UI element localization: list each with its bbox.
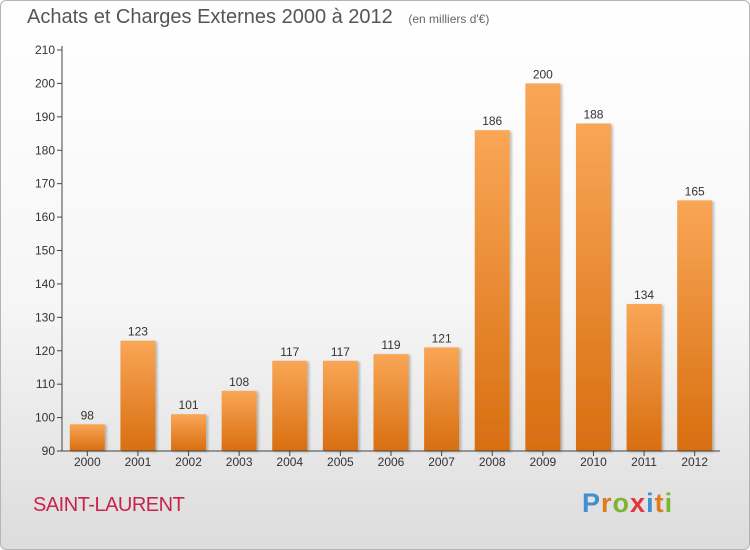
y-tick-label: 110 bbox=[36, 377, 55, 391]
chart-title-block: Achats et Charges Externes 2000 à 2012 (… bbox=[27, 6, 489, 29]
logo-letter: x bbox=[630, 488, 647, 518]
x-tick-label: 2007 bbox=[428, 455, 455, 469]
logo-letter: i bbox=[664, 488, 674, 518]
logo-letter: o bbox=[612, 488, 631, 518]
bar-2000 bbox=[69, 424, 105, 451]
x-tick-label: 2006 bbox=[378, 455, 405, 469]
bar-2005 bbox=[322, 360, 358, 451]
y-tick-label: 100 bbox=[35, 411, 55, 425]
bar-2004 bbox=[272, 360, 308, 451]
bar-2001 bbox=[120, 340, 156, 451]
data-label-2012: 165 bbox=[685, 184, 705, 198]
logo-letter: t bbox=[654, 488, 665, 518]
bar-2009 bbox=[525, 83, 561, 452]
data-label-2006: 119 bbox=[381, 338, 400, 352]
y-tick-label: 170 bbox=[35, 177, 55, 191]
data-label-2001: 123 bbox=[128, 325, 148, 339]
data-label-2009: 200 bbox=[533, 67, 553, 81]
chart-title: Achats et Charges Externes 2000 à 2012 bbox=[27, 6, 393, 28]
y-tick-label: 150 bbox=[35, 244, 55, 258]
x-tick-label: 2002 bbox=[175, 455, 202, 469]
data-label-2010: 188 bbox=[583, 108, 603, 122]
bar-2003 bbox=[221, 390, 257, 451]
data-label-2004: 117 bbox=[280, 345, 299, 359]
y-tick-label: 90 bbox=[42, 444, 56, 458]
bar-2007 bbox=[424, 347, 460, 451]
data-label-2002: 101 bbox=[179, 398, 199, 412]
logo-letter: r bbox=[601, 488, 613, 518]
data-label-2005: 117 bbox=[331, 345, 350, 359]
logo-letter: i bbox=[646, 488, 655, 518]
data-label-2011: 134 bbox=[634, 288, 654, 302]
x-tick-label: 2011 bbox=[631, 455, 657, 469]
x-tick-label: 2010 bbox=[580, 455, 607, 469]
x-tick-label: 2012 bbox=[681, 455, 708, 469]
data-label-2008: 186 bbox=[482, 114, 502, 128]
place-name: SAINT-LAURENT bbox=[33, 494, 185, 516]
x-tick-label: 2001 bbox=[125, 455, 152, 469]
x-tick-label: 2009 bbox=[529, 455, 556, 469]
bar-2008 bbox=[474, 130, 510, 451]
bar-2011 bbox=[626, 303, 662, 451]
proxiti-logo: Proxiti bbox=[582, 488, 673, 519]
bar-2012 bbox=[677, 200, 713, 451]
y-tick-label: 160 bbox=[35, 210, 55, 224]
y-tick-label: 210 bbox=[35, 43, 55, 57]
y-tick-label: 130 bbox=[35, 310, 55, 324]
bar-2006 bbox=[373, 354, 409, 451]
logo-letter: P bbox=[582, 488, 602, 518]
bar-2002 bbox=[171, 414, 207, 451]
chart-subtitle: (en milliers d'€) bbox=[408, 12, 490, 26]
x-tick-label: 2000 bbox=[74, 455, 101, 469]
data-label-2007: 121 bbox=[432, 331, 452, 345]
y-tick-label: 140 bbox=[35, 277, 55, 291]
bar-2010 bbox=[575, 123, 611, 452]
x-tick-label: 2004 bbox=[276, 455, 303, 469]
x-tick-label: 2005 bbox=[327, 455, 354, 469]
data-label-2003: 108 bbox=[229, 375, 249, 389]
y-tick-label: 190 bbox=[35, 110, 55, 124]
x-tick-label: 2003 bbox=[226, 455, 253, 469]
y-tick-label: 200 bbox=[35, 76, 55, 90]
y-tick-label: 180 bbox=[35, 143, 55, 157]
x-tick-label: 2008 bbox=[479, 455, 506, 469]
data-label-2000: 98 bbox=[81, 408, 95, 422]
y-tick-label: 120 bbox=[35, 344, 55, 358]
